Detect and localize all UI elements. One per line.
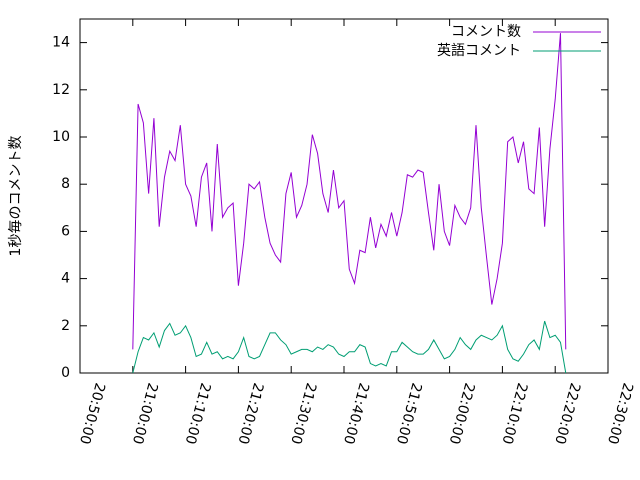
y-tick-label: 10 <box>52 129 70 145</box>
x-tick-label: 22:00:00 <box>446 381 478 446</box>
legend-label: コメント数 <box>451 24 521 40</box>
y-tick-label: 4 <box>61 271 70 287</box>
y-tick-label: 12 <box>52 82 70 98</box>
x-tick-label: 21:40:00 <box>340 381 372 446</box>
y-axis-label: 1秒毎のコメント数 <box>8 136 24 257</box>
y-tick-label: 0 <box>61 365 70 381</box>
x-tick-label: 21:00:00 <box>129 381 161 446</box>
x-tick-label: 21:20:00 <box>234 381 266 446</box>
y-tick-label: 14 <box>52 35 70 51</box>
x-tick-label: 21:50:00 <box>393 381 425 446</box>
series-line <box>132 33 567 350</box>
x-tick-label: 22:10:00 <box>498 381 530 446</box>
y-tick-label: 6 <box>61 223 70 239</box>
x-tick-label: 21:10:00 <box>182 381 214 446</box>
x-tick-label: 22:20:00 <box>551 381 583 446</box>
y-tick-label: 8 <box>61 176 70 192</box>
x-tick-label: 21:30:00 <box>287 381 319 446</box>
y-tick-label: 2 <box>61 318 70 334</box>
plot-frame <box>79 18 609 374</box>
series-line <box>132 320 567 374</box>
x-tick-label: 20:50:00 <box>76 381 108 446</box>
legend-label: 英語コメント <box>437 42 521 59</box>
x-tick-label: 22:30:00 <box>604 381 636 446</box>
